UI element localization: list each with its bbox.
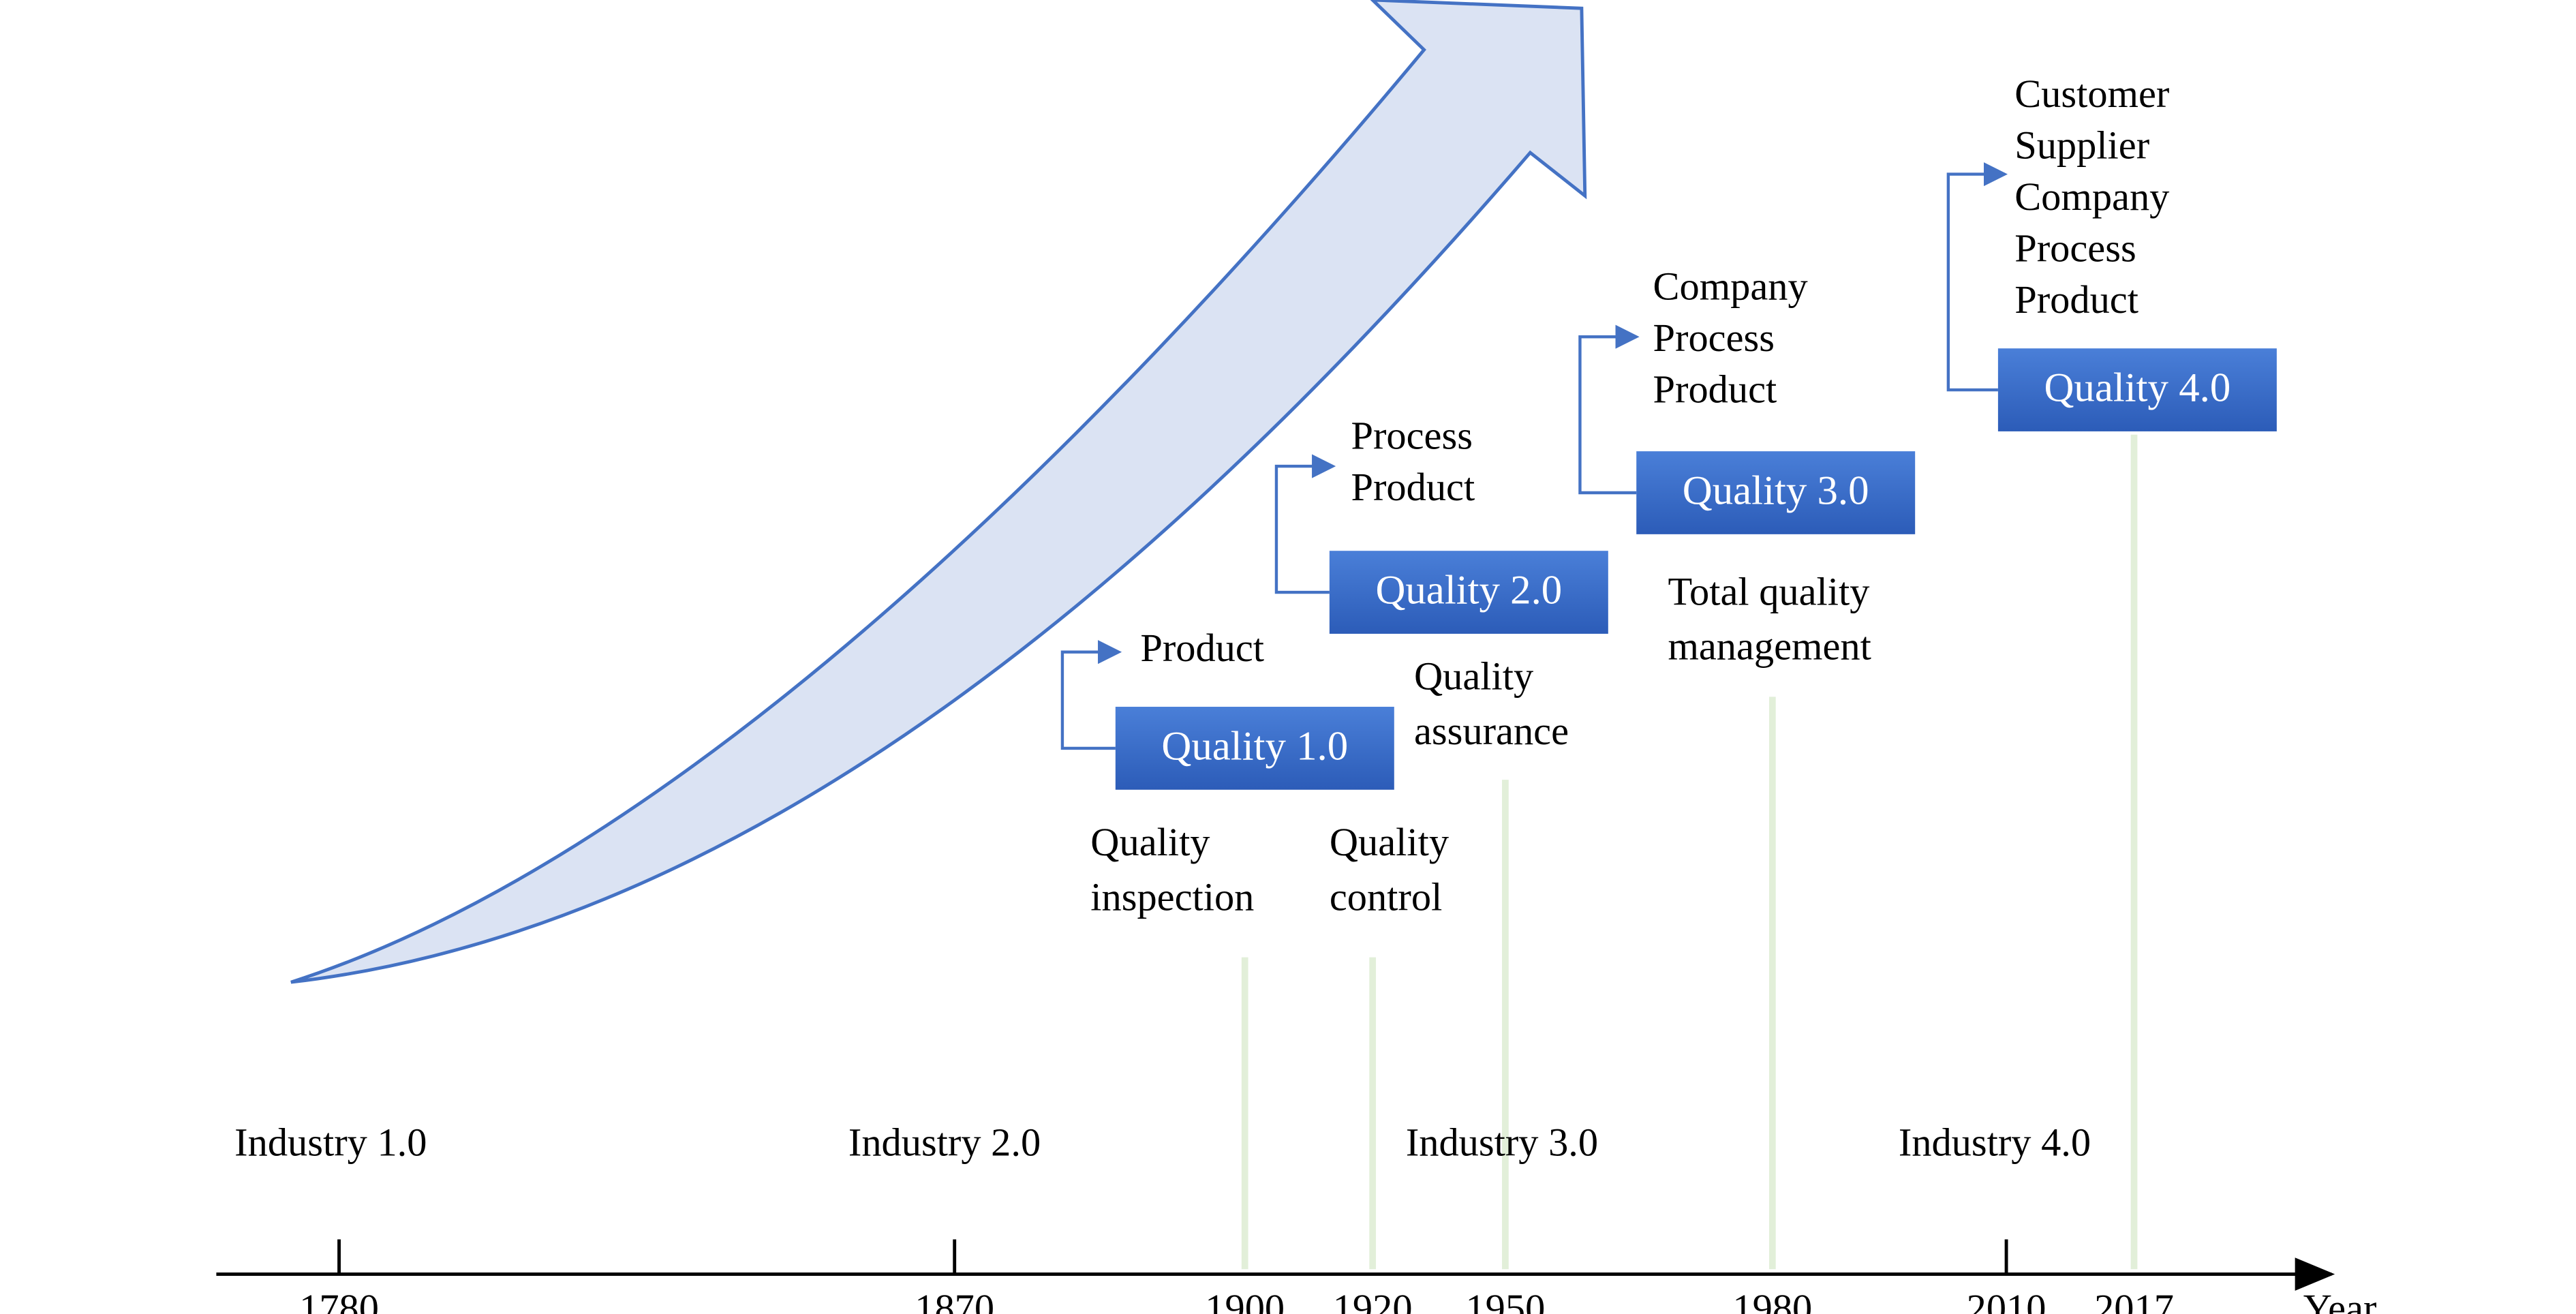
- stage-label: assurance: [1414, 709, 1569, 753]
- scope-item: Customer: [2014, 72, 2169, 116]
- stage-label: Quality: [1414, 654, 1533, 698]
- scope-item: Supplier: [2014, 123, 2149, 167]
- year-label: 1980: [1732, 1286, 1812, 1314]
- scope-item: Process: [1351, 414, 1473, 458]
- bracket-arrow: [1060, 640, 1122, 750]
- quality-label: Quality 4.0: [2044, 365, 2230, 410]
- industry-label: Industry 3.0: [1406, 1120, 1598, 1165]
- bracket-arrow: [1946, 162, 2008, 392]
- bracket-arrow: [1578, 324, 1640, 495]
- stage-label: control: [1330, 874, 1442, 919]
- scope-item: Process: [2014, 226, 2136, 270]
- scope-item: Company: [1653, 264, 1808, 308]
- growth-arrow: [290, 0, 1587, 984]
- quality-label: Quality 3.0: [1683, 468, 1869, 513]
- bracket-arrow: [1274, 454, 1336, 594]
- scope-item: Product: [1653, 367, 1777, 411]
- quality-box: [1329, 551, 1608, 634]
- year-label: 1780: [299, 1286, 379, 1314]
- scope-item: Product: [1140, 626, 1264, 670]
- year-label: 1950: [1465, 1286, 1545, 1314]
- year-label: 1870: [915, 1286, 994, 1314]
- quality-box: [1997, 348, 2277, 431]
- stage-label: Quality: [1330, 820, 1449, 864]
- quality-box: [1636, 451, 1916, 534]
- industry-label: Industry 4.0: [1899, 1120, 2091, 1165]
- stage-label: Quality: [1090, 820, 1210, 864]
- stage-label: Total quality: [1668, 569, 1869, 613]
- year-label: 1920: [1333, 1286, 1413, 1314]
- year-label: 2017: [2094, 1286, 2174, 1314]
- quality-label: Quality 2.0: [1375, 567, 1562, 613]
- quality-box: [1115, 707, 1394, 790]
- quality-label: Quality 1.0: [1161, 723, 1348, 769]
- stage-label: inspection: [1090, 874, 1254, 919]
- scope-item: Product: [2014, 277, 2138, 322]
- year-label: 1900: [1205, 1286, 1285, 1314]
- axis-label: Year: [2303, 1286, 2377, 1314]
- industry-label: Industry 1.0: [234, 1120, 427, 1165]
- scope-item: Company: [2014, 174, 2169, 219]
- year-label: 2010: [1967, 1286, 2046, 1314]
- stage-label: management: [1668, 624, 1871, 669]
- scope-item: Process: [1653, 316, 1775, 360]
- industry-label: Industry 2.0: [848, 1120, 1041, 1165]
- scope-item: Product: [1351, 465, 1475, 509]
